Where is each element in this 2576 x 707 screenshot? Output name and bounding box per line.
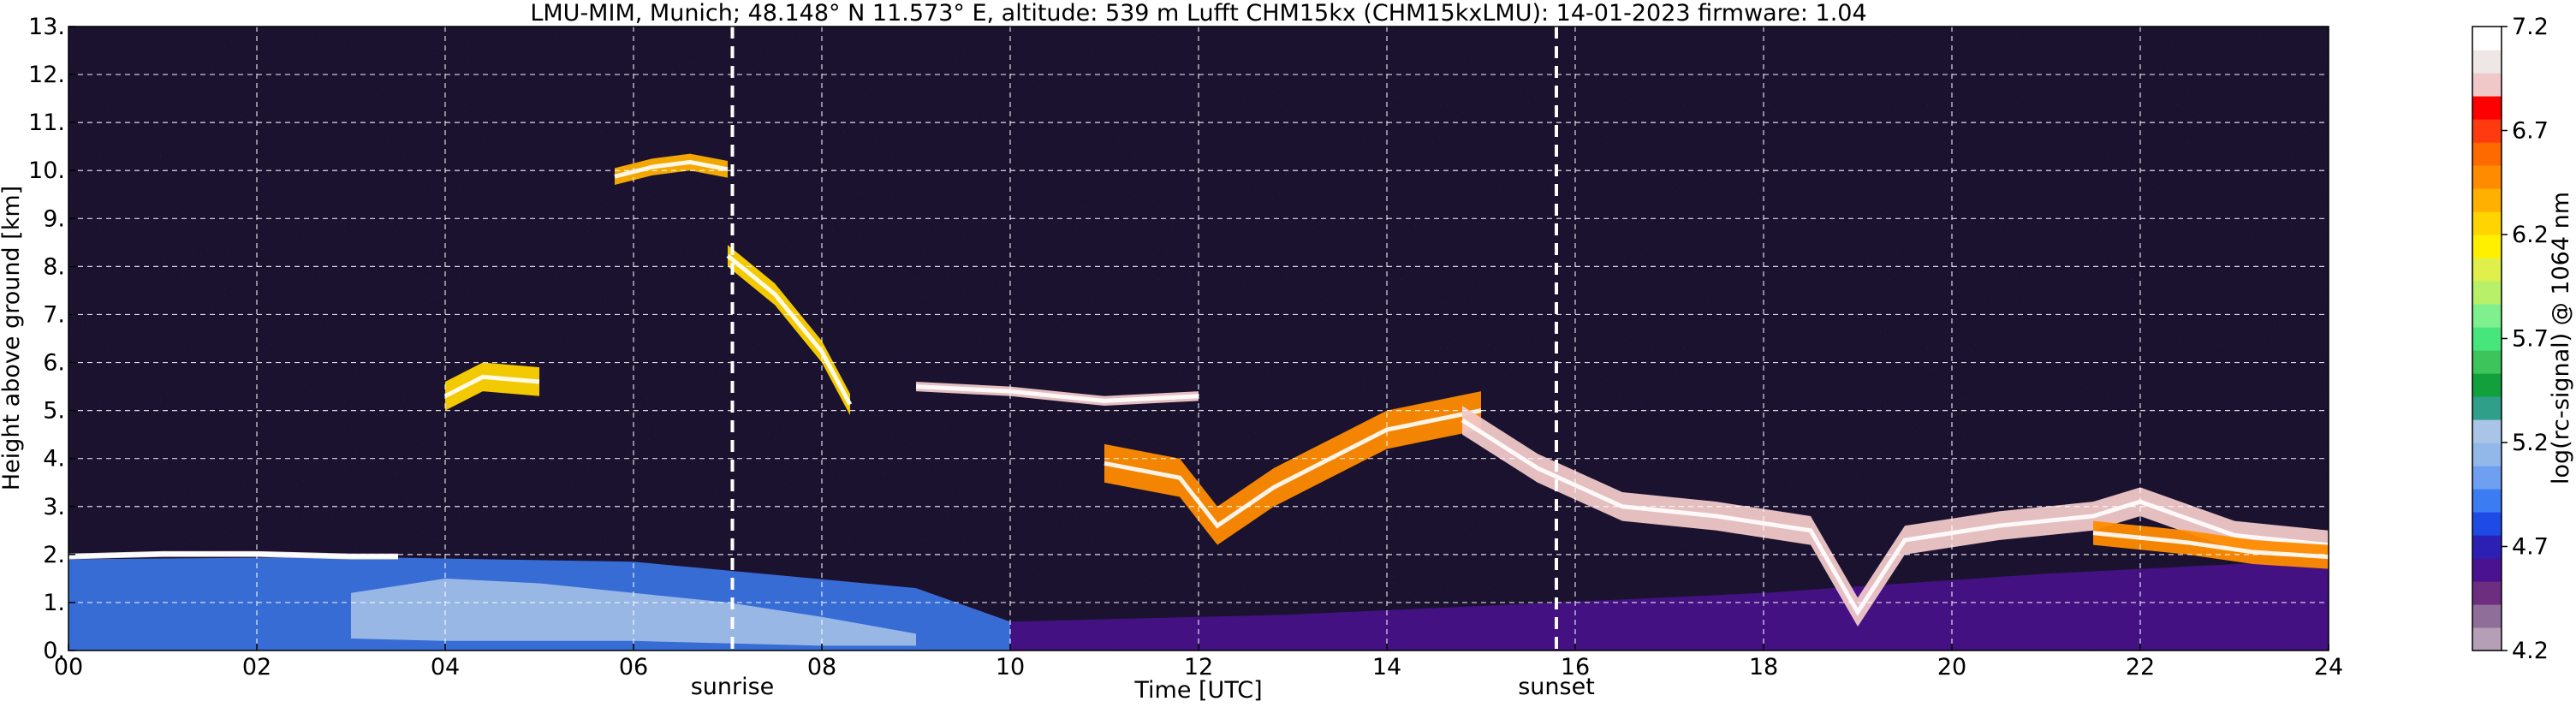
colorbar-band <box>2472 235 2502 258</box>
sunrise-label: sunrise <box>691 674 775 700</box>
chart-title: LMU-MIM, Munich; 48.148° N 11.573° E, al… <box>530 0 1866 27</box>
y-axis-label: Height above ground [km] <box>0 186 25 490</box>
colorbar-band <box>2472 73 2502 97</box>
colorbar-band <box>2472 535 2502 559</box>
x-tick-label: 10 <box>996 654 1025 680</box>
x-tick-label: 24 <box>2314 654 2343 680</box>
x-tick-label: 00 <box>54 654 83 680</box>
cloud-10 <box>445 362 539 411</box>
x-tick-label: 18 <box>1749 654 1778 680</box>
colorbar-band <box>2472 373 2502 397</box>
x-tick-label: 12 <box>1184 654 1213 680</box>
colorbar-band <box>2472 281 2502 305</box>
y-tick-label: 12. <box>28 62 65 88</box>
x-axis-label: Time [UTC] <box>1133 677 1262 704</box>
colorbar-band <box>2472 258 2502 282</box>
colorbar-label: log(rc-signal) @ 1064 nm <box>2548 192 2574 484</box>
sunset-label: sunset <box>1518 674 1595 700</box>
colorbar-band <box>2472 96 2502 120</box>
y-tick-label: 10. <box>28 157 65 184</box>
cloud-core-5 <box>726 253 853 406</box>
y-tick-label: 4. <box>43 446 65 472</box>
x-tick-label: 16 <box>1561 654 1590 680</box>
colorbar-band <box>2472 466 2502 490</box>
x-tick-label: 08 <box>807 654 836 680</box>
cloud-5 <box>728 245 850 416</box>
cloud-core-10 <box>443 374 540 399</box>
y-tick-label: 2. <box>43 542 65 568</box>
y-tick-label: 3. <box>43 494 65 520</box>
colorbar: 4.2 4.7 5.2 5.7 6.2 6.7 7.2 log(rc-signal) @ 1… <box>2472 14 2574 664</box>
colorbar-band <box>2472 188 2502 212</box>
y-tick-label: 5. <box>43 398 65 425</box>
x-tick-label: 04 <box>431 654 460 680</box>
cloud-4 <box>615 153 728 186</box>
colorbar-band <box>2472 396 2502 420</box>
colorbar-band <box>2472 581 2502 605</box>
x-tick-label: 20 <box>1937 654 1966 680</box>
y-tick-label: 7. <box>43 301 65 328</box>
colorbar-band <box>2472 119 2502 143</box>
colorbar-tick-label: 6.2 <box>2512 222 2549 248</box>
y-tick-label: 11. <box>28 110 65 136</box>
y-tick-label: 1. <box>43 590 65 616</box>
colorbar-band <box>2472 165 2502 189</box>
y-tick-label: 0. <box>43 638 65 664</box>
x-tick-label: 02 <box>242 654 271 680</box>
residual-layer-2 <box>1010 559 2329 651</box>
colorbar-band <box>2472 304 2502 328</box>
colorbar-band <box>2472 489 2502 513</box>
y-tick-label: 6. <box>43 350 65 377</box>
colorbar-band <box>2472 350 2502 374</box>
colorbar-tick-label: 7.2 <box>2512 14 2549 40</box>
colorbar-band <box>2472 142 2502 166</box>
x-tick-label: 22 <box>2126 654 2155 680</box>
colorbar-band <box>2472 443 2502 466</box>
colorbar-tick-label: 4.7 <box>2512 534 2549 561</box>
x-tick-label: 06 <box>619 654 648 680</box>
cloud-core-8 <box>1461 418 2329 616</box>
colorbar-band <box>2472 627 2502 651</box>
y-tick-label: 9. <box>43 205 65 232</box>
colorbar-band <box>2472 558 2502 582</box>
colorbar-band <box>2472 211 2502 235</box>
colorbar-band <box>2472 50 2502 74</box>
colorbar-band <box>2472 419 2502 443</box>
y-tick-label: 13. <box>28 14 65 40</box>
colorbar-band <box>2472 327 2502 351</box>
colorbar-tick-label: 4.2 <box>2512 638 2549 664</box>
colorbar-tick-label: 6.7 <box>2512 118 2549 145</box>
colorbar-band <box>2472 512 2502 536</box>
y-tick-label: 8. <box>43 253 65 280</box>
colorbar-tick-label: 5.7 <box>2512 326 2549 353</box>
colorbar-band <box>2472 27 2502 50</box>
x-tick-label: 14 <box>1372 654 1401 680</box>
cloud-8 <box>1462 406 2329 627</box>
colorbar-band <box>2472 604 2502 628</box>
cloud-core-6 <box>915 384 1199 403</box>
colorbar-tick-label: 5.2 <box>2512 430 2549 456</box>
